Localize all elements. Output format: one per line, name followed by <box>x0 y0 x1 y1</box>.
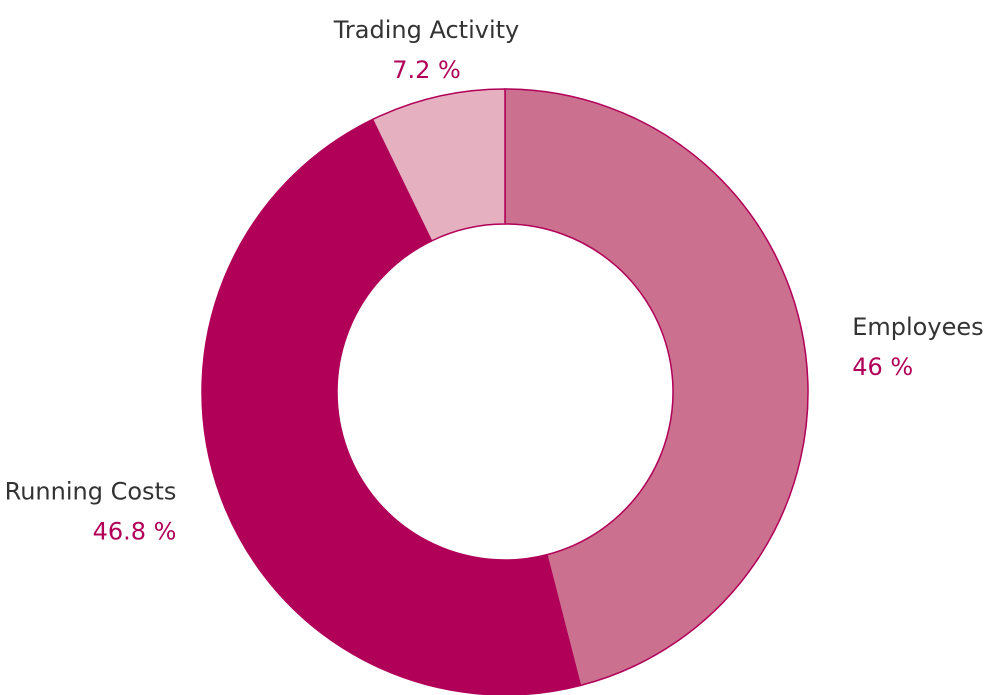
donut-slice <box>504 88 809 687</box>
donut-slice <box>371 88 506 242</box>
slice-label: Running Costs <box>5 478 177 506</box>
donut-slice <box>201 118 582 695</box>
slice-label: Trading Activity <box>333 16 519 44</box>
slice-value: 46 % <box>852 353 913 381</box>
slice-value: 7.2 % <box>392 56 461 84</box>
slice-value: 46.8 % <box>93 518 177 546</box>
slice-label: Employees <box>852 313 983 341</box>
